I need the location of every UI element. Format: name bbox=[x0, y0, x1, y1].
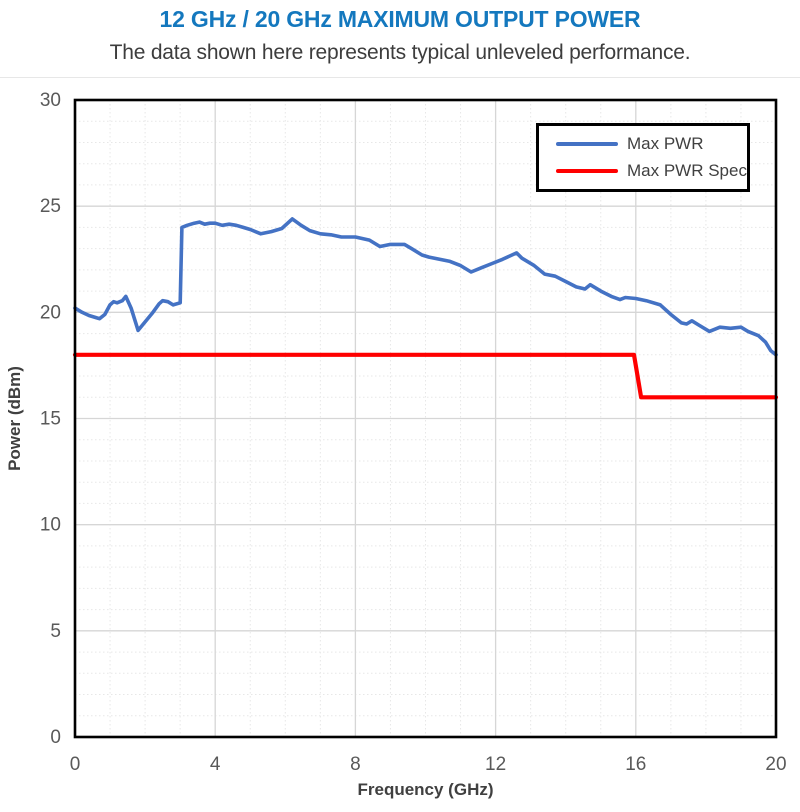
chart-area: 0 5 10 15 20 25 30 0 4 8 12 16 20 Frequency (GHz) Powe… bbox=[0, 88, 800, 812]
x-tick-label: 0 bbox=[70, 754, 81, 775]
plot-border bbox=[73, 98, 778, 739]
x-axis-title: Frequency (GHz) bbox=[357, 780, 493, 799]
x-tick-label: 16 bbox=[625, 754, 646, 775]
legend-swatch-max-pwr-spec bbox=[556, 169, 618, 174]
y-tick-label: 20 bbox=[40, 302, 61, 323]
legend-swatch-max-pwr bbox=[556, 141, 618, 146]
x-tick-label: 4 bbox=[210, 754, 221, 775]
y-axis-title: Power (dBm) bbox=[5, 366, 24, 471]
y-tick-label: 10 bbox=[40, 515, 61, 536]
x-tick-label: 20 bbox=[765, 754, 786, 775]
legend-item-max-pwr-spec: Max PWR Spec bbox=[556, 161, 747, 181]
x-tick-label: 8 bbox=[350, 754, 361, 775]
y-tick-label: 25 bbox=[40, 196, 61, 217]
y-tick-label: 15 bbox=[40, 409, 61, 430]
y-tick-label: 30 bbox=[40, 90, 61, 111]
chart-canvas: 0 5 10 15 20 25 30 0 4 8 12 16 20 Frequency (GHz) Powe… bbox=[5, 90, 787, 799]
legend-label-max-pwr-spec: Max PWR Spec bbox=[627, 161, 747, 181]
page-title: 12 GHz / 20 GHz MAXIMUM OUTPUT POWER bbox=[159, 6, 641, 32]
legend-item-max-pwr: Max PWR bbox=[556, 134, 747, 154]
y-tick-label: 0 bbox=[50, 727, 61, 748]
chart-header: 12 GHz / 20 GHz MAXIMUM OUTPUT POWER The… bbox=[0, 0, 800, 78]
y-tick-label: 5 bbox=[50, 621, 61, 642]
page-subtitle: The data shown here represents typical u… bbox=[109, 41, 691, 64]
chart-legend: Max PWR Max PWR Spec bbox=[536, 123, 750, 192]
series-line-max-pwr-spec bbox=[72, 352, 779, 400]
legend-label-max-pwr: Max PWR bbox=[627, 133, 704, 153]
x-tick-label: 12 bbox=[485, 754, 506, 775]
series-line-max-pwr bbox=[73, 217, 778, 357]
